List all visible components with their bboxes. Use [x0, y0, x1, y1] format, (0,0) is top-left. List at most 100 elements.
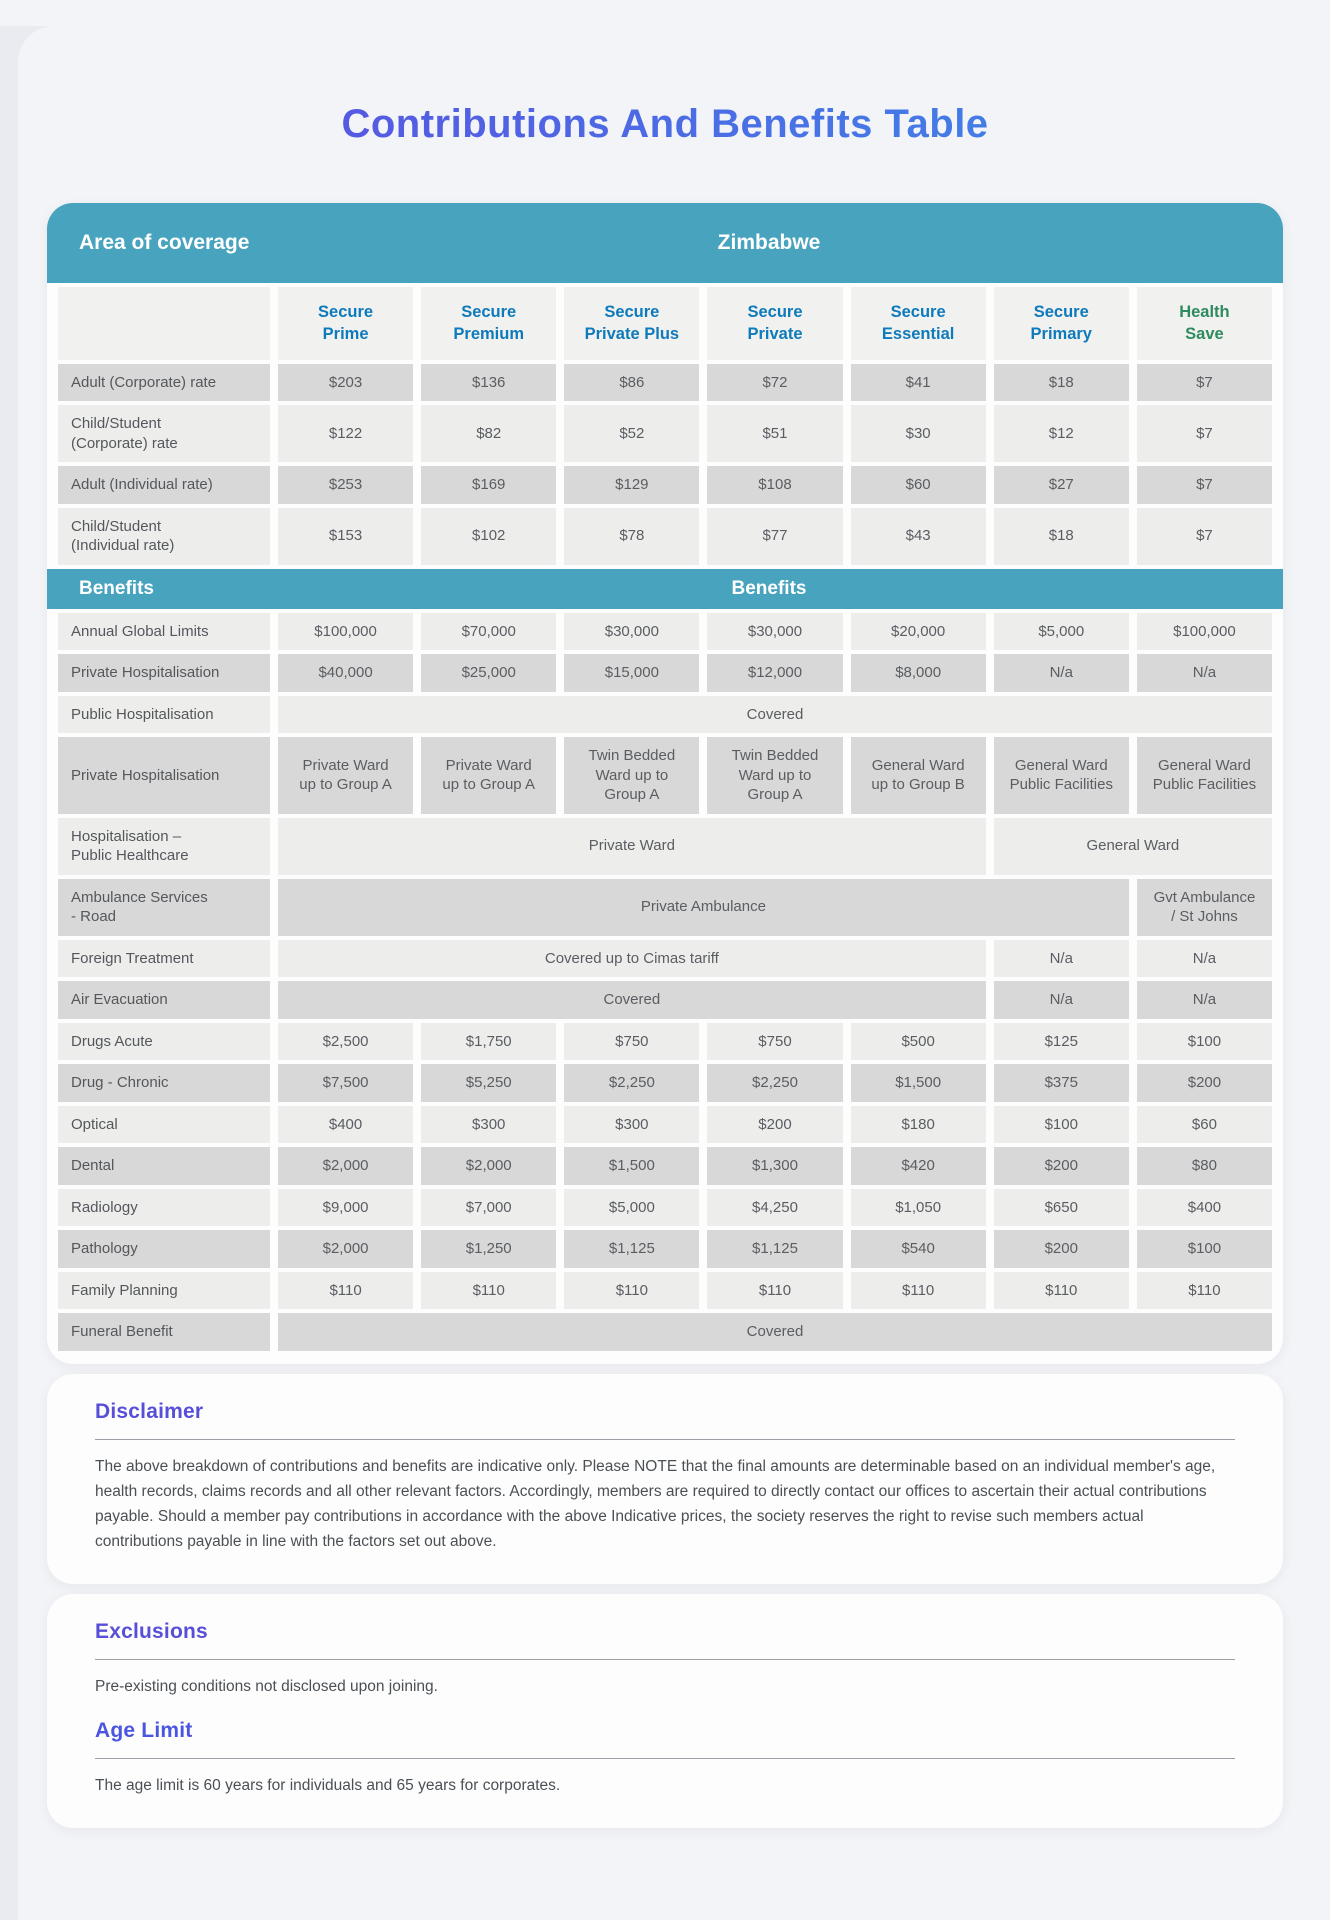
cell-value: $110	[707, 1271, 843, 1310]
cell-value: Private Ward up to Group A	[278, 737, 414, 814]
cell-value: $51	[707, 405, 843, 463]
cell-value: $9,000	[278, 1188, 414, 1227]
cell-value: Covered up to Cimas tariff	[278, 939, 986, 978]
row-label: Air Evacuation	[58, 981, 270, 1019]
cell-value: $30,000	[564, 612, 700, 651]
cell-value: $40,000	[278, 654, 414, 692]
age-limit-text: The age limit is 60 years for individual…	[95, 1777, 561, 1795]
column-header-row: Secure Prime Secure Premium Secure Private…	[58, 287, 1272, 360]
benefits-band: Benefits Benefits	[47, 568, 1283, 609]
cell-value: $7,500	[278, 1064, 414, 1102]
cell-value: $100,000	[278, 612, 414, 651]
cell-value: $5,000	[993, 612, 1129, 651]
table-row: Foreign Treatment Covered up to Cimas tar…	[58, 939, 1272, 978]
cell-value: $253	[278, 466, 414, 504]
row-label: Optical	[58, 1105, 270, 1144]
cell-value: $2,000	[421, 1147, 557, 1185]
column-header: Secure Private	[707, 287, 843, 360]
cell-value: $2,500	[278, 1022, 414, 1061]
cell-value: $169	[421, 466, 557, 504]
cell-value: $27	[993, 466, 1129, 504]
cell-value: $750	[564, 1022, 700, 1061]
cell-value: $1,300	[707, 1147, 843, 1185]
cell-value: $7	[1136, 405, 1272, 463]
cell-value: $80	[1136, 1147, 1272, 1185]
row-label: Private Hospitalisation	[58, 737, 270, 814]
cell-value: Covered	[278, 1313, 1272, 1351]
row-label: Public Hospitalisation	[58, 695, 270, 734]
row-label: Private Hospitalisation	[58, 654, 270, 692]
cell-value: $20,000	[850, 612, 986, 651]
row-label: Drugs Acute	[58, 1022, 270, 1061]
cell-value: $1,125	[707, 1230, 843, 1268]
cell-value: $2,250	[707, 1064, 843, 1102]
row-label: Child/Student (Individual rate)	[58, 507, 270, 565]
cell-value: General Ward	[993, 817, 1272, 875]
table-row: Radiology $9,000 $7,000 $5,000 $4,250 $1,050 $…	[58, 1188, 1272, 1227]
cell-value: $100	[1136, 1022, 1272, 1061]
cell-value: N/a	[1136, 981, 1272, 1019]
cell-value: $108	[707, 466, 843, 504]
row-label: Dental	[58, 1147, 270, 1185]
page-background-top	[0, 0, 1330, 26]
table-row: Hospitalisation – Public Healthcare Priva…	[58, 817, 1272, 875]
cell-value: $650	[993, 1188, 1129, 1227]
column-header: Secure Prime	[278, 287, 414, 360]
benefits-band-center-label: Benefits	[731, 577, 807, 599]
row-label: Family Planning	[58, 1271, 270, 1310]
cell-value: Private Ward up to Group A	[421, 737, 557, 814]
contributions-benefits-table-card: Area of coverage Zimbabwe Secure Prime Se…	[47, 203, 1283, 1364]
cell-value: $5,250	[421, 1064, 557, 1102]
cell-value: $70,000	[421, 612, 557, 651]
column-header-empty	[58, 287, 270, 360]
cell-value: $100	[993, 1105, 1129, 1144]
cell-value: $300	[421, 1105, 557, 1144]
table-row: Dental $2,000 $2,000 $1,500 $1,300 $420 $200 $8…	[58, 1147, 1272, 1185]
cell-value: $77	[707, 507, 843, 565]
divider	[95, 1438, 1235, 1440]
cell-value: General Ward Public Facilities	[1136, 737, 1272, 814]
table-row: Ambulance Services - Road Private Ambulan…	[58, 878, 1272, 936]
cell-value: $375	[993, 1064, 1129, 1102]
divider	[95, 1758, 1235, 1760]
cell-value: General Ward Public Facilities	[993, 737, 1129, 814]
row-label: Radiology	[58, 1188, 270, 1227]
exclusions-heading: Exclusions	[95, 1619, 208, 1643]
cell-value: $1,250	[421, 1230, 557, 1268]
cell-value: $60	[850, 466, 986, 504]
row-label: Foreign Treatment	[58, 939, 270, 978]
cell-value: $200	[993, 1230, 1129, 1268]
cell-value: N/a	[993, 654, 1129, 692]
row-label: Child/Student (Corporate) rate	[58, 405, 270, 463]
cell-value: $110	[850, 1271, 986, 1310]
cell-value: N/a	[1136, 939, 1272, 978]
cell-value: $110	[421, 1271, 557, 1310]
cell-value: $72	[707, 363, 843, 402]
cell-value: $125	[993, 1022, 1129, 1061]
cell-value: N/a	[993, 939, 1129, 978]
table-row: Private Hospitalisation $40,000 $25,000 $15…	[58, 654, 1272, 692]
row-label: Adult (Corporate) rate	[58, 363, 270, 402]
cell-value: $18	[993, 363, 1129, 402]
cell-value: $300	[564, 1105, 700, 1144]
cell-value: $7	[1136, 507, 1272, 565]
cell-value: $43	[850, 507, 986, 565]
cell-value: $7	[1136, 363, 1272, 402]
row-label: Drug - Chronic	[58, 1064, 270, 1102]
cell-value: Covered	[278, 981, 986, 1019]
benefits-band-left-label: Benefits	[79, 577, 154, 599]
cell-value: $110	[564, 1271, 700, 1310]
rates-table: Secure Prime Secure Premium Secure Private…	[50, 283, 1280, 569]
cell-value: $2,250	[564, 1064, 700, 1102]
cell-value: $500	[850, 1022, 986, 1061]
cell-value: $122	[278, 405, 414, 463]
cell-value: $1,750	[421, 1022, 557, 1061]
cell-value: Private Ward	[278, 817, 986, 875]
cell-value: $420	[850, 1147, 986, 1185]
table-row: Annual Global Limits $100,000 $70,000 $30,0…	[58, 612, 1272, 651]
row-label: Funeral Benefit	[58, 1313, 270, 1351]
cell-value: $30	[850, 405, 986, 463]
column-header: Secure Premium	[421, 287, 557, 360]
cell-value: $180	[850, 1105, 986, 1144]
cell-value: $82	[421, 405, 557, 463]
